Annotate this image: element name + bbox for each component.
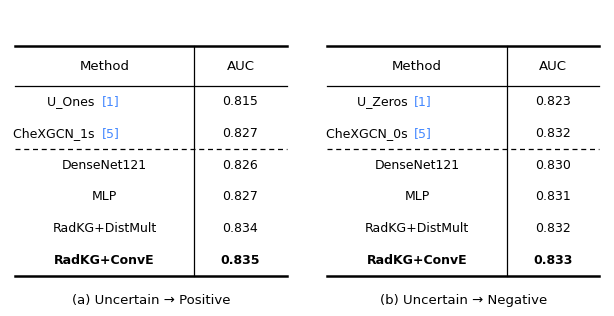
Text: MLP: MLP bbox=[404, 191, 430, 204]
Text: (a) Uncertain → Positive: (a) Uncertain → Positive bbox=[72, 294, 230, 307]
Text: 0.832: 0.832 bbox=[535, 127, 571, 140]
Text: U_Zeros: U_Zeros bbox=[357, 95, 411, 108]
Text: 0.833: 0.833 bbox=[533, 254, 573, 267]
Text: 0.830: 0.830 bbox=[535, 159, 571, 172]
Text: RadKG+DistMult: RadKG+DistMult bbox=[52, 222, 157, 235]
Text: 0.827: 0.827 bbox=[222, 127, 258, 140]
Text: Method: Method bbox=[392, 60, 442, 73]
Text: 0.832: 0.832 bbox=[535, 222, 571, 235]
Text: MLP: MLP bbox=[92, 191, 117, 204]
Text: AUC: AUC bbox=[539, 60, 567, 73]
Text: U_Ones: U_Ones bbox=[47, 95, 99, 108]
Text: RadKG+ConvE: RadKG+ConvE bbox=[367, 254, 467, 267]
Text: [1]: [1] bbox=[101, 95, 119, 108]
Text: 0.831: 0.831 bbox=[535, 191, 571, 204]
Text: [5]: [5] bbox=[414, 127, 432, 140]
Text: Method: Method bbox=[79, 60, 130, 73]
Text: DenseNet121: DenseNet121 bbox=[62, 159, 147, 172]
Text: 0.827: 0.827 bbox=[222, 191, 258, 204]
Text: 0.826: 0.826 bbox=[223, 159, 258, 172]
Text: RadKG+DistMult: RadKG+DistMult bbox=[365, 222, 469, 235]
Text: DenseNet121: DenseNet121 bbox=[375, 159, 459, 172]
Text: 0.815: 0.815 bbox=[222, 95, 258, 108]
Text: CheXGCN_1s: CheXGCN_1s bbox=[14, 127, 99, 140]
Text: RadKG+ConvE: RadKG+ConvE bbox=[54, 254, 155, 267]
Text: 0.834: 0.834 bbox=[223, 222, 258, 235]
Text: (b) Uncertain → Negative: (b) Uncertain → Negative bbox=[379, 294, 547, 307]
Text: 0.823: 0.823 bbox=[535, 95, 571, 108]
Text: [1]: [1] bbox=[414, 95, 432, 108]
Text: 0.835: 0.835 bbox=[220, 254, 260, 267]
Text: [5]: [5] bbox=[101, 127, 120, 140]
Text: AUC: AUC bbox=[227, 60, 254, 73]
Text: CheXGCN_0s: CheXGCN_0s bbox=[325, 127, 411, 140]
